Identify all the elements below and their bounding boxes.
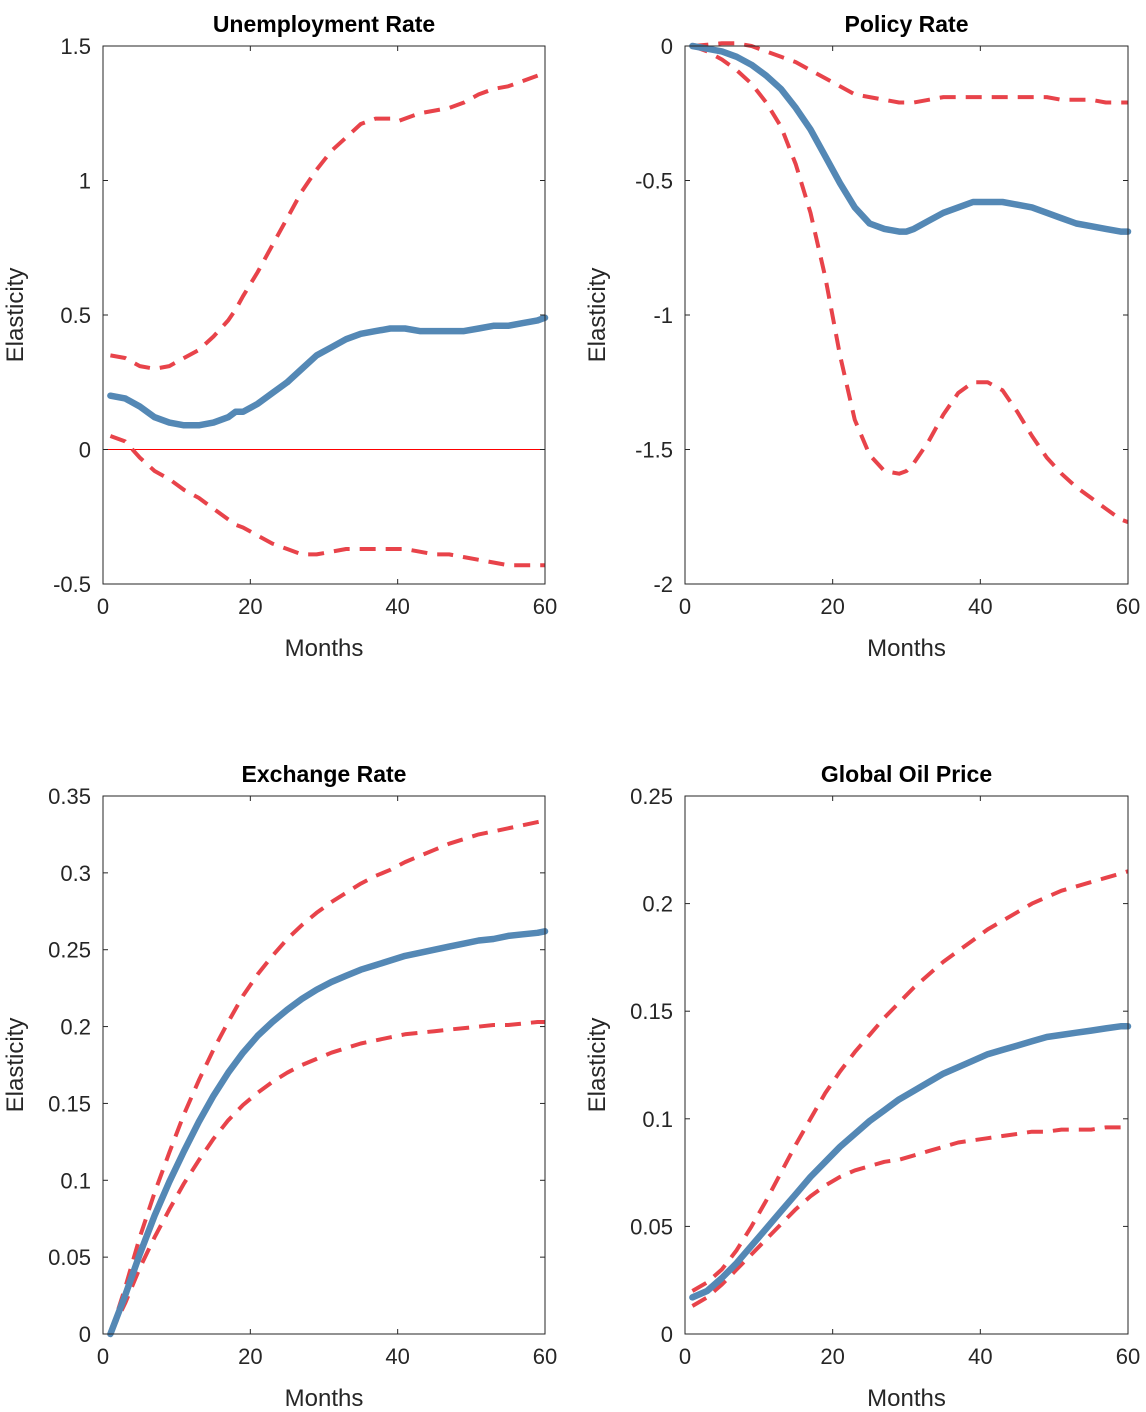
x-axis-label: Months <box>285 635 364 662</box>
x-tick-label: 40 <box>385 1344 409 1369</box>
series-upper-line <box>108 818 546 1335</box>
x-tick-label: 20 <box>238 1344 262 1369</box>
y-tick-label: 0.3 <box>60 861 91 886</box>
series-lower-line <box>108 1020 545 1335</box>
y-tick-label: 0 <box>661 1322 673 1347</box>
x-tick-label: 60 <box>1116 1344 1140 1369</box>
y-tick-label: -2 <box>653 572 673 597</box>
y-tick-label: -0.5 <box>53 572 91 597</box>
x-tick-label: 40 <box>968 594 992 619</box>
plot-frame <box>102 45 546 585</box>
y-tick-label: 0.15 <box>48 1091 91 1116</box>
x-tick-label: 40 <box>385 594 409 619</box>
x-tick-label: 0 <box>679 594 691 619</box>
y-axis-label: Elasticity <box>584 1018 611 1113</box>
series-estimate-line <box>107 928 549 1338</box>
plot-frame <box>684 795 1129 1335</box>
y-tick-label: 0.2 <box>642 892 673 917</box>
x-tick-label: 60 <box>533 594 557 619</box>
y-tick-label: 0 <box>661 34 673 59</box>
y-tick-label: 1 <box>79 169 91 194</box>
series-upper-line <box>110 71 546 371</box>
chart-panel-4: 0 20 40 60 0 0.05 0.1 0.15 0.2 0.25 Global Oil Pri… <box>584 761 1140 1412</box>
chart-title: Global Oil Price <box>821 761 992 787</box>
y-tick-label: 0.05 <box>630 1214 673 1239</box>
x-tick-label: 0 <box>97 594 109 619</box>
chart-title: Exchange Rate <box>242 761 407 787</box>
y-tick-label: 0.05 <box>48 1245 91 1270</box>
x-tick-label: 20 <box>820 594 844 619</box>
y-axis-label: Elasticity <box>584 268 611 363</box>
series-upper-line <box>692 41 1128 105</box>
y-tick-label: 1.5 <box>60 34 91 59</box>
series-estimate-line <box>689 42 1132 235</box>
y-tick-label: 0.25 <box>48 938 91 963</box>
chart-title: Unemployment Rate <box>213 11 435 37</box>
x-tick-label: 0 <box>97 1344 109 1369</box>
series-estimate-line <box>107 314 549 429</box>
x-axis-label: Months <box>285 1385 364 1412</box>
series-lower-line <box>691 44 1129 524</box>
chart-panel-2: 0 20 40 60 -2 -1.5 -1 -0.5 0 Policy Rate Months Ela… <box>584 11 1140 662</box>
series-estimate-line <box>689 1023 1132 1301</box>
y-axis-label: Elasticity <box>2 1018 29 1113</box>
y-tick-label: 0 <box>79 1322 91 1347</box>
y-tick-label: -1 <box>653 303 673 328</box>
y-tick-label: 0.35 <box>48 784 91 809</box>
x-tick-label: 20 <box>820 1344 844 1369</box>
plot-frame <box>684 45 1129 585</box>
x-tick-label: 60 <box>1116 594 1140 619</box>
y-tick-label: 0.2 <box>60 1015 91 1040</box>
y-tick-label: 0 <box>79 438 91 463</box>
x-tick-label: 60 <box>533 1344 557 1369</box>
x-axis-label: Months <box>867 1385 946 1412</box>
y-tick-label: 0.1 <box>60 1168 91 1193</box>
y-axis-label: Elasticity <box>2 268 29 363</box>
chart-title: Policy Rate <box>845 11 969 37</box>
y-tick-label: 0.5 <box>60 303 91 328</box>
y-tick-label: -1.5 <box>635 438 673 463</box>
x-tick-label: 0 <box>679 1344 691 1369</box>
plot-frame <box>102 795 546 1335</box>
x-tick-label: 40 <box>968 1344 992 1369</box>
series-lower-line <box>691 1125 1128 1308</box>
chart-panel-3: 0 20 40 60 0 0.05 0.1 0.15 0.2 0.25 0.3 0.35 Exchang… <box>2 761 557 1412</box>
y-tick-label: 0.1 <box>642 1107 673 1132</box>
series-upper-line <box>691 869 1129 1293</box>
y-tick-label: 0.15 <box>630 999 673 1024</box>
y-tick-label: -0.5 <box>635 169 673 194</box>
x-tick-label: 20 <box>238 594 262 619</box>
series-lower-line <box>109 434 545 568</box>
x-axis-label: Months <box>867 635 946 662</box>
y-tick-label: 0.25 <box>630 784 673 809</box>
